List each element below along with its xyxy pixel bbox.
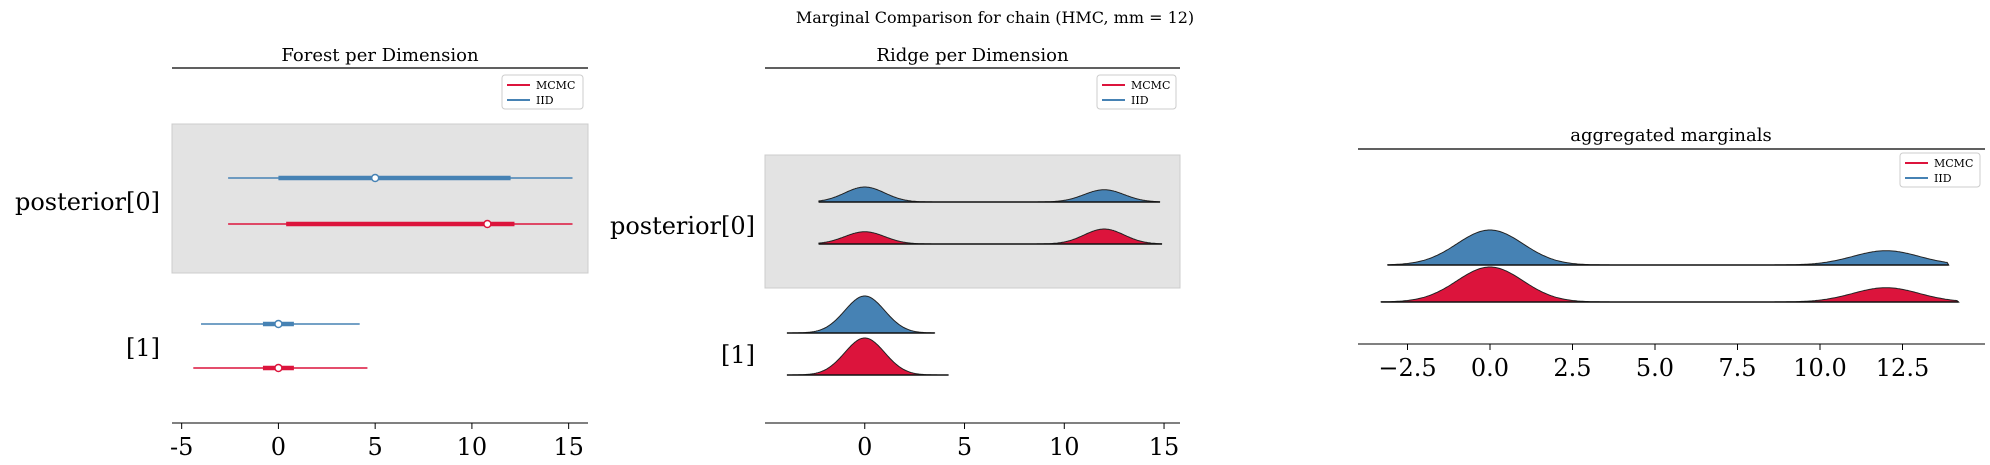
ridge-density-mcmc [786,337,949,376]
row-label-1: [1] [126,334,160,362]
legend-label-iid: IID [1934,172,1952,185]
x-tick-label: 0 [857,433,872,461]
aggregated-density-mcmc [1380,266,1960,303]
x-tick-label: 15 [553,433,584,461]
x-tick-label: 15 [1149,433,1180,461]
legend-label-iid: IID [1131,94,1149,107]
x-tick-label: 7.5 [1718,354,1756,382]
legend-label-mcmc: MCMC [536,79,575,92]
panel-title: Ridge per Dimension [876,45,1069,66]
x-tick-label: 12.5 [1876,354,1929,382]
aggregated-panel: aggregated marginals MCMC IID −2.5 0.0 2.5 5.0… [1358,125,1985,382]
x-tick-label: -5 [170,433,193,461]
legend-label-mcmc: MCMC [1131,79,1170,92]
row-label-1: [1] [721,341,755,369]
x-tick-label: 0 [271,433,286,461]
point-estimate-iid [370,173,380,183]
panel-title: Forest per Dimension [281,45,479,66]
shaded-row-band [764,154,1181,289]
panel-title: aggregated marginals [1570,125,1771,146]
x-tick-label: 10 [1049,433,1080,461]
shaded-row-band [171,123,589,274]
legend-label-mcmc: MCMC [1934,157,1973,170]
point-estimate-iid [274,319,283,329]
row-label-posterior-0: posterior[0] [15,188,160,216]
row-label-posterior-0: posterior[0] [610,212,755,240]
x-tick-label: 10 [457,433,488,461]
x-tick-label: −2.5 [1378,354,1436,382]
x-tick-label: 0.0 [1471,354,1509,382]
point-estimate-mcmc [274,363,283,373]
x-tick-label: 5 [957,433,972,461]
point-estimate-mcmc [483,219,492,229]
legend-label-iid: IID [536,94,554,107]
figure-suptitle: Marginal Comparison for chain (HMC, mm =… [796,8,1194,27]
x-tick-label: 2.5 [1553,354,1591,382]
x-tick-label: 5.0 [1636,354,1674,382]
forest-panel: Forest per Dimension MCMC IID posterior[0] [… [15,45,589,461]
ridge-panel: Ridge per Dimension MCMC IID posterior[0] [1… [610,45,1181,461]
x-tick-label: 10.0 [1793,354,1846,382]
aggregated-density-iid [1387,229,1950,266]
ridge-density-iid [786,295,936,334]
x-tick-label: 5 [368,433,383,461]
